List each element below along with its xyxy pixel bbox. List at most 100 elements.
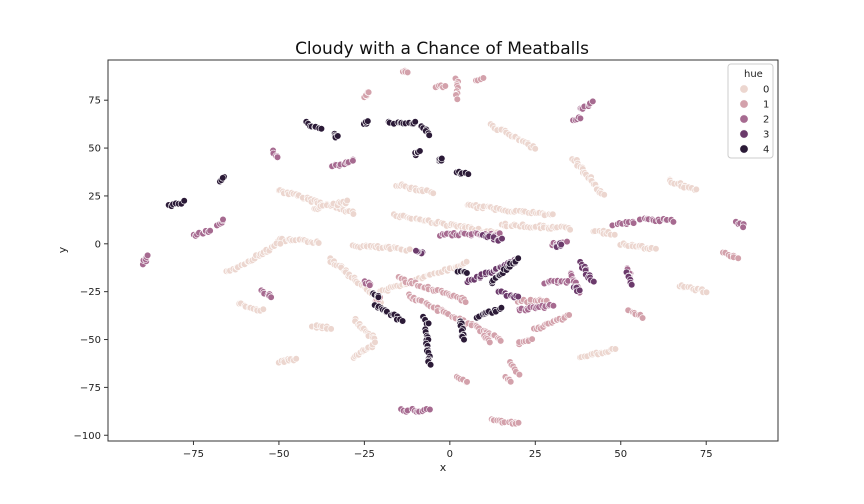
data-point (406, 245, 414, 253)
data-point (479, 74, 488, 82)
legend-label: 0 (763, 85, 769, 96)
data-point (692, 185, 700, 193)
data-point (531, 145, 539, 153)
y-tick-label: −75 (80, 383, 101, 394)
x-tick-label: −75 (183, 449, 204, 460)
data-point (144, 251, 152, 259)
legend-label: 1 (763, 100, 769, 111)
data-point (497, 337, 505, 345)
legend-marker (739, 144, 749, 154)
legend-entries: 0 1 2 3 4 (739, 84, 769, 156)
data-point (507, 378, 515, 386)
data-point (600, 191, 608, 199)
data-point (460, 336, 468, 344)
data-point (702, 288, 711, 296)
data-point (206, 227, 214, 235)
y-tick-label: −100 (74, 431, 101, 442)
x-axis-ticks: −75 −50 −25 0 25 50 75 (183, 441, 713, 460)
data-point (565, 311, 573, 319)
data-point (259, 305, 267, 313)
data-point (549, 210, 557, 218)
data-point (374, 293, 383, 301)
data-point (576, 286, 584, 295)
plot-area (107, 59, 779, 442)
x-tick-label: −25 (354, 449, 375, 460)
data-point (463, 258, 471, 266)
data-point (611, 345, 620, 353)
data-point (399, 317, 407, 325)
x-tick-label: 50 (614, 449, 627, 460)
y-tick-label: 50 (88, 144, 101, 155)
points-layer (139, 67, 748, 428)
x-tick-label: −50 (268, 449, 289, 460)
data-point (273, 153, 282, 161)
data-point (549, 302, 558, 310)
data-point (638, 314, 647, 322)
data-point (315, 239, 323, 247)
data-point (566, 226, 574, 234)
data-point (267, 293, 275, 301)
data-point (514, 419, 523, 427)
data-point (563, 238, 571, 246)
data-point (486, 338, 494, 347)
data-point (453, 95, 461, 103)
data-point (425, 131, 433, 139)
legend-label: 2 (763, 115, 769, 126)
y-tick-label: 0 (95, 239, 101, 250)
data-point (349, 157, 357, 165)
legend-marker (739, 114, 749, 124)
data-point (557, 240, 565, 249)
legend-label: 3 (763, 130, 769, 141)
data-point (734, 254, 742, 262)
data-point (371, 338, 379, 346)
data-point (317, 125, 326, 133)
data-point (629, 219, 638, 227)
data-point (349, 210, 358, 218)
data-point (180, 197, 188, 205)
data-point (652, 245, 660, 253)
y-tick-label: −50 (80, 335, 101, 346)
data-point (463, 378, 471, 386)
data-point (364, 117, 372, 125)
data-point (411, 118, 419, 126)
legend-box (727, 63, 774, 159)
data-point (589, 97, 597, 105)
x-tick-label: 25 (529, 449, 542, 460)
x-tick-label: 75 (700, 449, 713, 460)
data-point (276, 240, 284, 248)
data-point (438, 154, 446, 163)
data-point (343, 196, 351, 205)
data-point (669, 218, 678, 226)
data-point (412, 247, 420, 255)
data-point (219, 174, 227, 182)
y-tick-label: 75 (88, 96, 101, 107)
data-point (515, 371, 524, 379)
data-point (628, 281, 636, 289)
data-point (462, 298, 470, 306)
data-point (427, 361, 435, 369)
y-axis-ticks: −100 −75 −50 −25 0 25 50 75 (74, 96, 108, 442)
legend-marker (739, 129, 749, 139)
chart-title: Cloudy with a Chance of Meatballs (295, 39, 589, 59)
data-point (334, 132, 342, 140)
data-point (576, 114, 585, 122)
x-tick-label: 0 (447, 449, 453, 460)
data-point (327, 325, 335, 333)
legend: hue 0 1 2 3 4 (727, 63, 774, 159)
data-point (292, 355, 300, 363)
data-point (497, 304, 506, 312)
y-axis-label: y (56, 246, 69, 253)
data-point (498, 235, 506, 243)
legend-marker (739, 84, 749, 94)
data-point (611, 231, 619, 239)
data-point (514, 293, 522, 301)
data-point (464, 170, 472, 178)
data-point (426, 405, 434, 414)
data-point (404, 68, 412, 76)
data-point (366, 281, 374, 289)
data-point (425, 319, 433, 328)
legend-label: 4 (763, 145, 769, 156)
data-point (514, 254, 522, 262)
y-tick-label: 25 (88, 191, 101, 202)
